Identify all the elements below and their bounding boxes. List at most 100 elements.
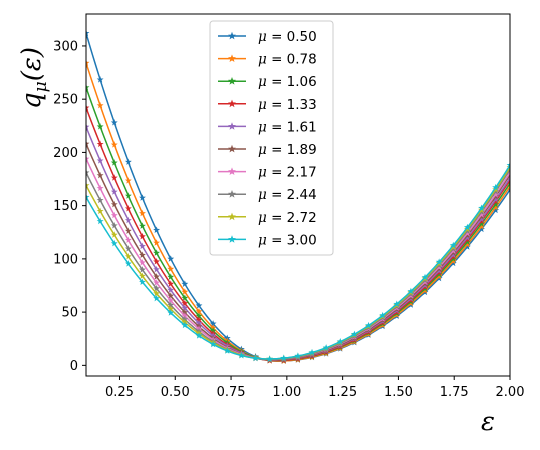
data-point bbox=[336, 338, 344, 345]
data-point bbox=[181, 308, 189, 316]
data-point bbox=[421, 273, 429, 281]
x-axis-ticks: 0.25 0.50 0.75 1.00 1.25 1.50 1.75 2.00 bbox=[105, 376, 524, 400]
plot-frame bbox=[85, 13, 511, 377]
data-point bbox=[266, 355, 274, 362]
data-point bbox=[124, 204, 132, 212]
legend-marker bbox=[228, 190, 236, 198]
data-point bbox=[195, 312, 203, 319]
data-point bbox=[478, 217, 485, 225]
data-point bbox=[86, 123, 90, 130]
data-point bbox=[463, 235, 471, 243]
data-point bbox=[209, 340, 217, 348]
legend-marker bbox=[228, 122, 236, 130]
legend-item: μ = 0.78 bbox=[218, 52, 317, 68]
legend-label: μ = 1.33 bbox=[258, 97, 317, 113]
legend-label: μ = 2.44 bbox=[258, 187, 317, 203]
legend-marker bbox=[228, 54, 236, 62]
plot-area bbox=[85, 13, 511, 377]
data-point bbox=[435, 274, 443, 282]
data-point bbox=[86, 181, 90, 189]
data-point bbox=[124, 227, 132, 234]
data-point bbox=[124, 158, 132, 165]
data-point bbox=[492, 190, 500, 198]
data-point bbox=[86, 59, 90, 66]
data-point bbox=[153, 249, 161, 256]
data-point bbox=[492, 183, 500, 191]
data-point bbox=[435, 263, 443, 270]
data-point bbox=[153, 258, 161, 265]
x-tick-label: 2.00 bbox=[496, 385, 525, 400]
legend-item: μ = 1.61 bbox=[218, 119, 317, 135]
data-point bbox=[181, 299, 189, 307]
data-point bbox=[139, 278, 146, 285]
data-point bbox=[110, 174, 118, 181]
legend-marker bbox=[228, 144, 236, 153]
data-point bbox=[153, 294, 161, 302]
data-point bbox=[110, 159, 118, 166]
data-point bbox=[478, 222, 485, 230]
data-point bbox=[86, 193, 90, 201]
legend-marker bbox=[228, 235, 236, 243]
data-point bbox=[124, 260, 132, 267]
data-point bbox=[167, 296, 175, 304]
data-point bbox=[181, 312, 189, 319]
data-point bbox=[167, 301, 175, 308]
data-point bbox=[379, 311, 387, 319]
data-point bbox=[153, 239, 161, 246]
legend-marker bbox=[228, 167, 236, 175]
series-group bbox=[86, 29, 510, 364]
data-point bbox=[435, 258, 443, 265]
data-point bbox=[139, 232, 146, 240]
y-axis-label-text: qμ(ε) bbox=[17, 47, 51, 109]
data-point bbox=[478, 212, 485, 220]
data-point bbox=[463, 238, 471, 245]
data-point bbox=[96, 101, 104, 109]
x-tick-label: 0.25 bbox=[105, 385, 134, 400]
data-point bbox=[435, 272, 443, 280]
data-point bbox=[86, 155, 90, 162]
legend: μ = 0.50 μ = 0.78 μ = 1.06 μ = 1.33 μ = 1.61… bbox=[209, 20, 334, 256]
x-tick-label: 0.75 bbox=[217, 385, 246, 400]
legend-item: μ = 3.00 bbox=[218, 232, 317, 248]
data-point bbox=[181, 304, 189, 311]
y-tick-label: 200 bbox=[53, 146, 78, 161]
data-point bbox=[124, 216, 132, 224]
data-point bbox=[421, 286, 429, 294]
y-tick-label: 250 bbox=[53, 93, 78, 108]
data-point bbox=[139, 251, 146, 259]
data-point bbox=[252, 354, 259, 362]
data-point bbox=[407, 287, 415, 295]
data-point bbox=[195, 316, 203, 323]
data-point bbox=[492, 192, 500, 200]
data-point bbox=[153, 273, 161, 280]
data-point bbox=[96, 76, 104, 83]
data-point bbox=[110, 231, 118, 238]
legend-label: μ = 1.89 bbox=[258, 142, 317, 158]
data-point bbox=[478, 225, 485, 233]
data-point bbox=[96, 196, 104, 204]
data-point bbox=[463, 227, 471, 234]
data-point bbox=[139, 266, 146, 273]
data-point bbox=[96, 207, 104, 215]
data-point bbox=[435, 267, 443, 274]
data-point bbox=[139, 242, 146, 250]
data-point bbox=[195, 332, 203, 339]
data-point bbox=[167, 309, 175, 316]
legend-item: μ = 1.89 bbox=[218, 142, 317, 158]
data-point bbox=[124, 245, 132, 252]
data-point bbox=[86, 140, 90, 147]
data-point bbox=[365, 321, 372, 329]
data-point bbox=[280, 354, 288, 362]
data-point bbox=[506, 161, 510, 169]
data-point bbox=[110, 221, 118, 229]
data-point bbox=[350, 330, 358, 338]
data-point bbox=[195, 307, 203, 315]
y-axis-label: qμ(ε) bbox=[17, 47, 51, 109]
data-point bbox=[209, 320, 217, 327]
data-point bbox=[492, 200, 500, 208]
legend-box bbox=[209, 20, 334, 256]
data-point bbox=[167, 305, 175, 312]
data-point bbox=[195, 319, 203, 327]
data-point bbox=[96, 157, 104, 164]
data-point bbox=[167, 280, 175, 287]
